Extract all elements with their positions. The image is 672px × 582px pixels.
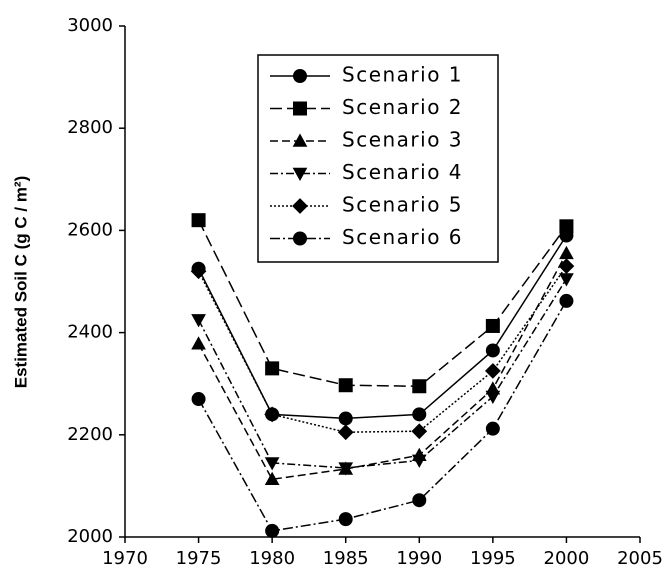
marker — [264, 457, 280, 471]
x-tick-label: 2005 — [617, 548, 663, 569]
marker — [190, 263, 207, 280]
series-line — [197, 265, 568, 433]
marker — [191, 336, 206, 350]
marker — [559, 219, 574, 234]
marker — [558, 258, 575, 275]
legend-marker — [292, 133, 308, 147]
marker — [191, 213, 206, 228]
marker — [338, 411, 353, 426]
x-tick-label: 1990 — [396, 548, 442, 569]
legend-marker — [293, 231, 307, 246]
marker — [265, 361, 280, 376]
series-line — [197, 278, 568, 469]
marker — [191, 392, 206, 407]
series-line — [197, 300, 568, 532]
marker — [485, 363, 501, 379]
marker — [338, 378, 353, 393]
marker — [264, 406, 280, 423]
y-tick-label: 3000 — [67, 15, 113, 36]
y-axis-label: Estimated Soil C (g C / m²) — [11, 176, 30, 389]
marker — [265, 523, 280, 538]
y-tick-label: 2000 — [67, 526, 113, 547]
marker — [338, 512, 353, 527]
legend-marker — [292, 198, 308, 214]
legend-box — [257, 54, 499, 263]
marker — [412, 493, 427, 508]
marker — [412, 379, 427, 394]
marker — [338, 462, 354, 476]
legend-label: Scenario 4 — [342, 160, 463, 184]
marker — [485, 390, 501, 405]
marker — [485, 343, 500, 358]
series-line — [197, 219, 568, 388]
marker — [411, 454, 427, 468]
x-tick-label: 1985 — [323, 548, 369, 569]
series-line — [197, 253, 568, 481]
y-tick-label: 2600 — [67, 219, 113, 240]
x-tick-label: 1975 — [176, 548, 222, 569]
legend-label: Scenario 6 — [342, 225, 463, 249]
marker — [559, 293, 574, 308]
y-tick-label: 2200 — [67, 424, 113, 445]
x-tick-label: 1980 — [249, 548, 295, 569]
marker — [412, 407, 427, 422]
legend-label: Scenario 3 — [342, 128, 463, 152]
marker — [191, 314, 206, 328]
x-tick-label: 2000 — [544, 548, 590, 569]
legend-marker — [293, 101, 307, 116]
marker — [337, 424, 354, 441]
marker — [485, 421, 500, 436]
marker — [264, 471, 280, 485]
legend-marker — [292, 167, 308, 182]
x-tick-label: 1995 — [470, 548, 516, 569]
legend-label: Scenario 1 — [342, 63, 463, 87]
y-tick-label: 2800 — [67, 117, 113, 138]
marker — [485, 318, 500, 333]
legend-label: Scenario 2 — [342, 95, 463, 119]
legend-marker — [293, 69, 307, 83]
legend-label: Scenario 5 — [342, 193, 463, 217]
x-tick-label: 1970 — [102, 548, 148, 569]
y-tick-label: 2400 — [67, 322, 113, 343]
marker — [411, 423, 428, 440]
